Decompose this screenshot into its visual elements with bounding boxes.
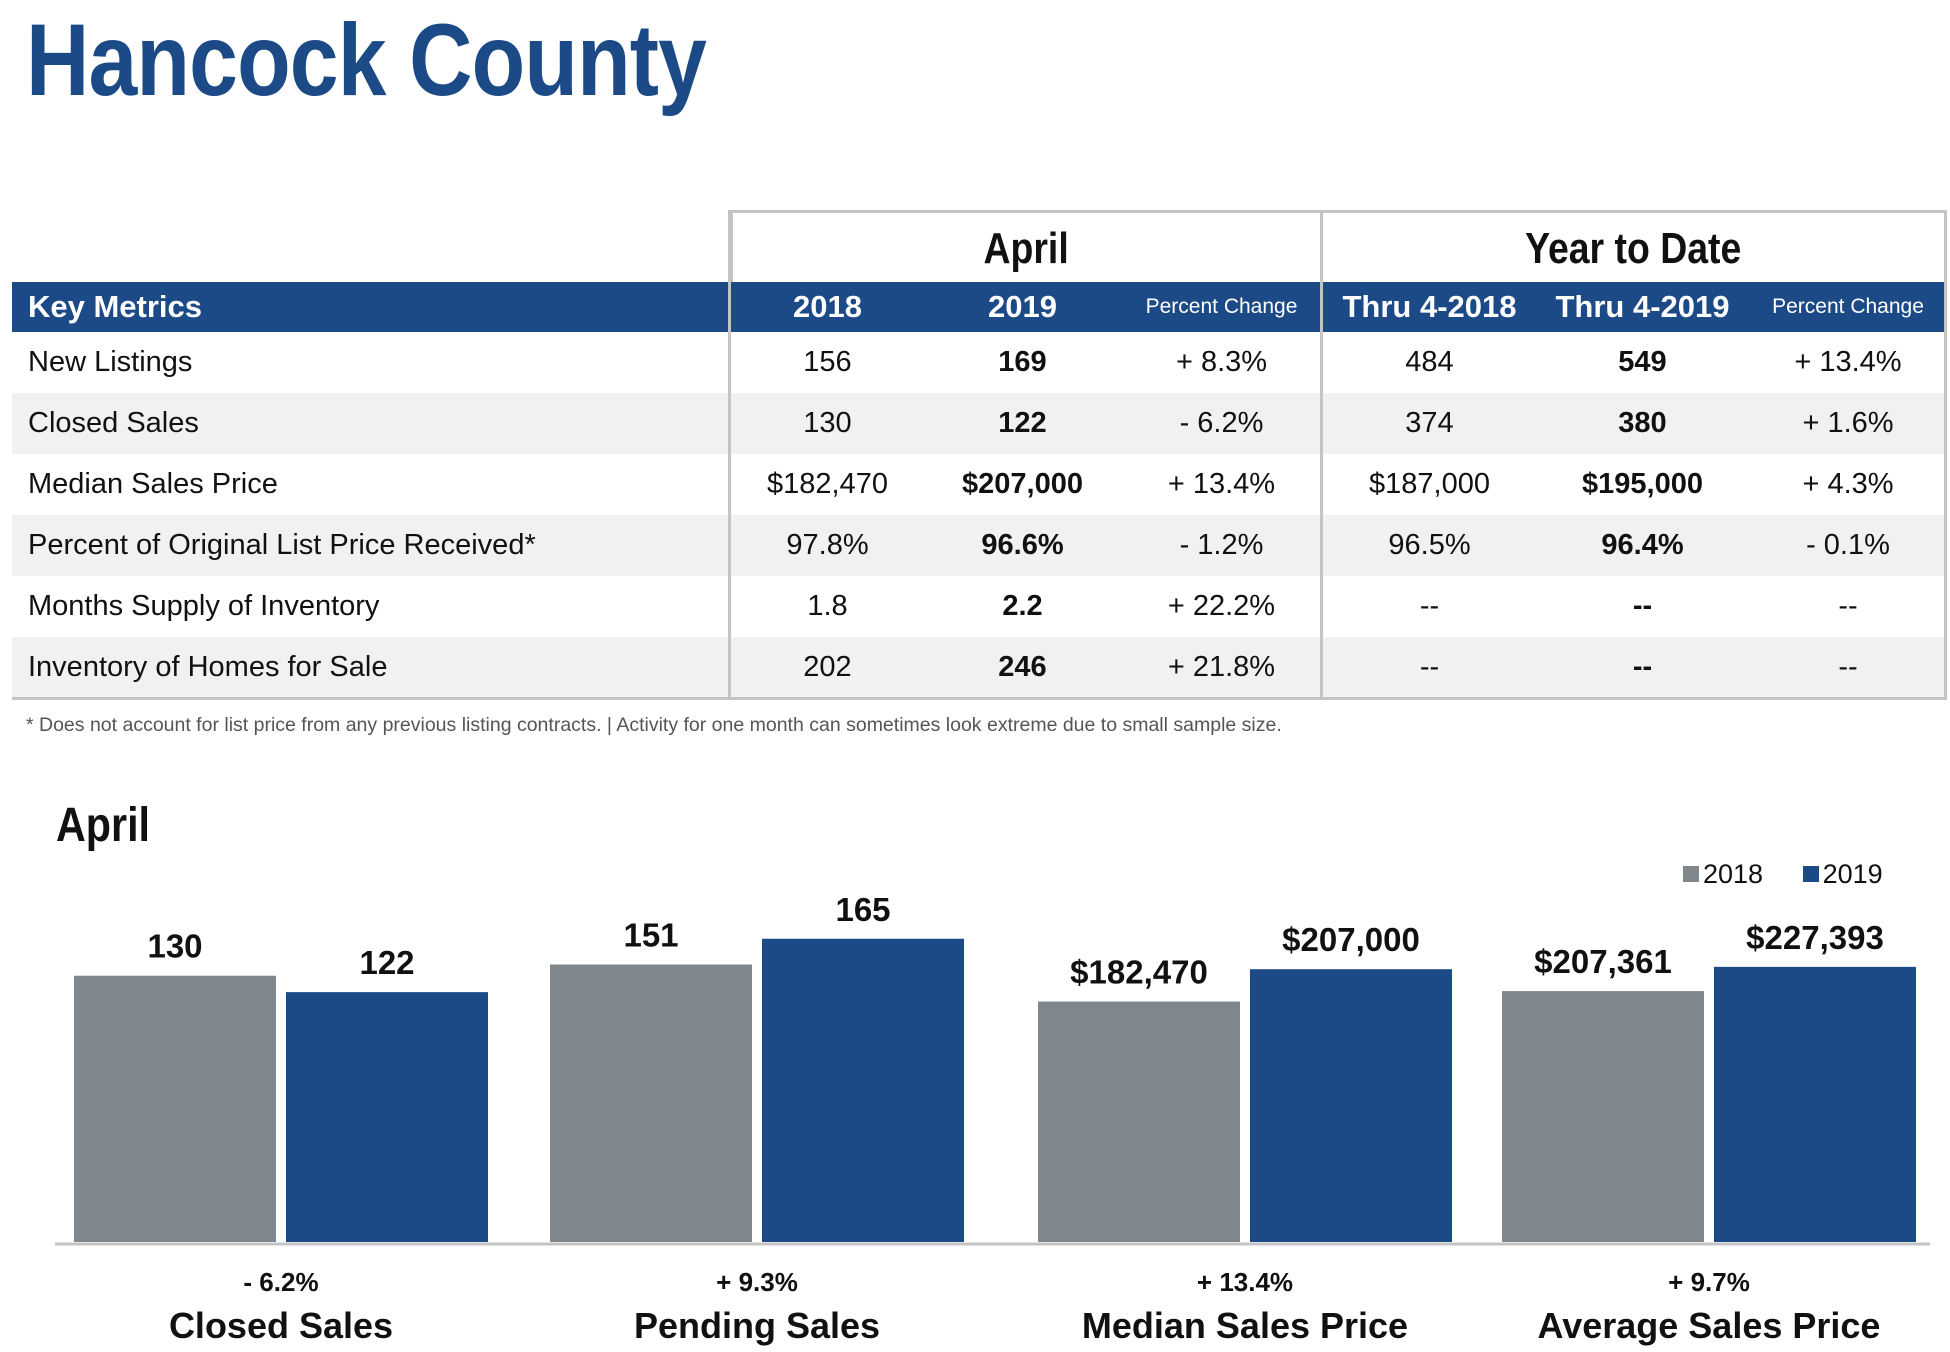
table-row: Median Sales Price $182,470 $207,000 + 1… — [12, 454, 1947, 515]
cell-2019: 2.2 — [1002, 590, 1043, 622]
cell-ytd-percent-change: - 0.1% — [1806, 529, 1890, 561]
cell-2019: 122 — [998, 407, 1047, 439]
data-label: $207,000 — [1282, 921, 1420, 958]
table-row: Months Supply of Inventory 1.8 2.2 + 22.… — [12, 576, 1947, 637]
bar-average-sales-price-2019 — [1714, 966, 1916, 1242]
cell-2019: 96.6% — [981, 529, 1064, 561]
category-label: Pending Sales — [634, 1305, 880, 1346]
legend-item-2018: 2018 — [1683, 859, 1763, 890]
cell-ytd-percent-change: -- — [1838, 590, 1858, 622]
bar-closed-sales-2018 — [74, 975, 276, 1242]
cell-thru-2019: -- — [1632, 651, 1653, 683]
column-divider — [1944, 210, 1947, 700]
legend-label-2018: 2018 — [1703, 858, 1764, 889]
category-label: Average Sales Price — [1538, 1305, 1881, 1346]
legend-swatch-2019 — [1802, 866, 1819, 882]
cell-thru-2018: 484 — [1405, 346, 1454, 378]
cell-2019: $207,000 — [962, 468, 1083, 500]
header-percent-change: Percent Change — [1145, 295, 1298, 318]
cell-thru-2018: -- — [1419, 651, 1440, 683]
data-label: $182,470 — [1070, 954, 1208, 991]
cell-percent-change: - 6.2% — [1179, 407, 1264, 439]
bar-average-sales-price-2018 — [1502, 991, 1704, 1242]
cell-ytd-percent-change: + 4.3% — [1802, 468, 1894, 500]
legend-swatch-2018 — [1683, 866, 1699, 882]
cell-thru-2019: $195,000 — [1582, 468, 1703, 500]
metric-label: Median Sales Price — [28, 468, 278, 500]
chart-legend: 2018 2019 — [1683, 858, 1883, 890]
header-thru-2019: Thru 4-2019 — [1555, 289, 1730, 324]
group-header-april: April — [730, 210, 1323, 282]
table-row: New Listings 156 169 + 8.3% 484 549 + 13… — [12, 332, 1947, 393]
cell-2018: 202 — [803, 651, 852, 683]
cell-ytd-percent-change: -- — [1838, 651, 1858, 683]
bar-closed-sales-2019 — [286, 992, 488, 1242]
cell-percent-change: + 21.8% — [1167, 651, 1276, 683]
data-label: 122 — [359, 944, 414, 981]
column-divider — [1320, 210, 1323, 700]
category-label: Closed Sales — [169, 1305, 393, 1346]
metric-label: Percent of Original List Price Received* — [28, 529, 536, 561]
cell-percent-change: + 13.4% — [1167, 468, 1276, 500]
percent-change-label: - 6.2% — [243, 1267, 318, 1297]
table-row: Inventory of Homes for Sale 202 246 + 21… — [12, 637, 1947, 698]
cell-2018: 97.8% — [786, 529, 869, 561]
data-label: 130 — [147, 928, 202, 965]
column-divider — [728, 210, 731, 700]
header-ytd-percent-change: Percent Change — [1772, 295, 1924, 318]
cell-percent-change: + 8.3% — [1175, 346, 1268, 378]
cell-thru-2019: 549 — [1618, 346, 1667, 378]
group-header-ytd: Year to Date — [1320, 210, 1947, 282]
key-metrics-table: April Year to Date Key Metrics 2018 2019… — [12, 210, 1947, 700]
bar-median-sales-price-2018 — [1038, 1001, 1240, 1242]
metric-label: New Listings — [28, 346, 193, 378]
table-row: Percent of Original List Price Received*… — [12, 515, 1947, 576]
cell-percent-change: + 22.2% — [1167, 590, 1276, 622]
header-2018: 2018 — [793, 289, 862, 324]
footnote: * Does not account for list price from a… — [26, 714, 1282, 736]
table-header-row: Key Metrics 2018 2019 Percent Change Thr… — [12, 282, 1947, 332]
table-row: Closed Sales 130 122 - 6.2% 374 380 + 1.… — [12, 393, 1947, 454]
header-thru-2018: Thru 4-2018 — [1342, 289, 1517, 324]
metric-label: Closed Sales — [28, 407, 199, 439]
cell-2019: 246 — [998, 651, 1047, 683]
cell-thru-2018: -- — [1419, 590, 1440, 622]
legend-item-2019: 2019 — [1802, 858, 1883, 890]
cell-2018: 1.8 — [807, 590, 848, 622]
cell-thru-2019: 380 — [1618, 407, 1667, 439]
header-key-metrics: Key Metrics — [28, 289, 203, 324]
cell-2019: 169 — [998, 346, 1047, 378]
cell-2018: 156 — [803, 346, 852, 378]
cell-thru-2019: -- — [1632, 590, 1653, 622]
table-bottom-border — [12, 697, 1947, 700]
cell-thru-2018: $187,000 — [1369, 468, 1490, 500]
cell-ytd-percent-change: + 1.6% — [1802, 407, 1894, 439]
data-label: 165 — [835, 891, 890, 928]
cell-ytd-percent-change: + 13.4% — [1794, 346, 1902, 378]
metric-label: Months Supply of Inventory — [28, 590, 380, 622]
data-label: 151 — [623, 916, 678, 953]
bar-pending-sales-2018 — [550, 964, 752, 1242]
percent-change-label: + 13.4% — [1197, 1267, 1293, 1297]
bar-median-sales-price-2019 — [1250, 969, 1452, 1242]
metric-label: Inventory of Homes for Sale — [28, 651, 388, 683]
data-label: $227,393 — [1746, 919, 1884, 956]
cell-thru-2018: 374 — [1405, 407, 1454, 439]
cell-2018: $182,470 — [767, 468, 888, 500]
percent-change-label: + 9.3% — [716, 1267, 798, 1297]
bar-pending-sales-2019 — [762, 938, 964, 1242]
chart-title: April — [56, 799, 151, 852]
cell-thru-2018: 96.5% — [1388, 529, 1471, 561]
legend-label-2019: 2019 — [1822, 858, 1883, 889]
page-title: Hancock County — [26, 3, 707, 117]
cell-percent-change: - 1.2% — [1179, 529, 1264, 561]
percent-change-label: + 9.7% — [1668, 1267, 1750, 1297]
category-label: Median Sales Price — [1082, 1305, 1408, 1346]
data-label: $207,361 — [1534, 943, 1672, 980]
cell-thru-2019: 96.4% — [1601, 529, 1684, 561]
header-2019: 2019 — [988, 289, 1057, 324]
cell-2018: 130 — [803, 407, 852, 439]
